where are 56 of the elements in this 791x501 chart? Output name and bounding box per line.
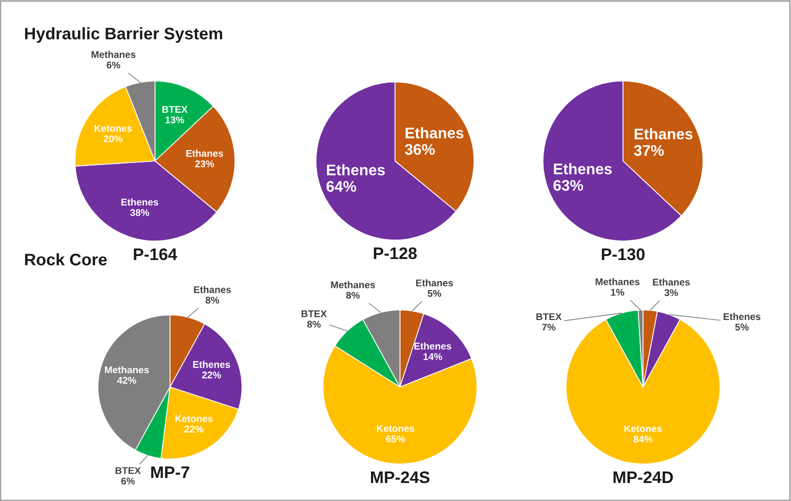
slice-label: Ethenes — [193, 360, 230, 368]
text: Rock Core — [25, 253, 107, 266]
slice-label: Methanes — [92, 50, 136, 58]
text: Hydraulic Barrier System — [25, 27, 222, 43]
data-label: 6% — [121, 478, 135, 484]
slice-label: Methanes — [331, 281, 375, 288]
slice-label: Methanes — [104, 366, 149, 374]
slice-label: BTEX — [302, 310, 327, 318]
data-label: 22% — [184, 426, 204, 433]
data-label: 6% — [106, 62, 120, 68]
data-label: 65% — [386, 435, 405, 442]
slice-label: Ethanes — [186, 150, 224, 157]
slice-label: Ketones — [175, 415, 213, 422]
slice-label: BTEX — [536, 313, 562, 320]
data-label: 37% — [634, 145, 664, 156]
text: P-164 — [134, 248, 178, 260]
slice-label: Ethenes — [554, 163, 612, 174]
data-label: 3% — [664, 289, 678, 296]
data-label: 42% — [117, 376, 136, 384]
data-label: 20% — [104, 135, 123, 142]
data-label: 5% — [428, 290, 442, 297]
text: MP-24D — [614, 471, 673, 484]
data-label: 14% — [424, 353, 442, 360]
data-label: 23% — [195, 160, 214, 168]
data-label: 5% — [735, 324, 749, 331]
slice-label: Ketones — [376, 425, 414, 432]
slice-label: BTEX — [162, 106, 188, 113]
slice-label: Ethanes — [416, 279, 453, 286]
data-label: 8% — [346, 292, 360, 299]
slice-label: Ketones — [94, 125, 132, 132]
data-label: 8% — [307, 320, 321, 328]
slice-label: Ketones — [624, 425, 662, 432]
slice-label: Ethanes — [194, 286, 231, 294]
slice-label: Ethanes — [406, 127, 464, 138]
data-label: 36% — [404, 144, 435, 155]
slice-label: Ethanes — [634, 128, 692, 140]
slice-label: Ethenes — [326, 164, 385, 176]
data-label: 22% — [202, 372, 221, 378]
data-label: 84% — [634, 436, 652, 443]
data-label: 64% — [326, 181, 356, 192]
data-label: 63% — [553, 180, 584, 191]
slice-label: Ethenes — [121, 198, 158, 206]
data-label: 13% — [166, 116, 184, 124]
text: P-128 — [374, 247, 417, 260]
slice-label: BTEX — [116, 467, 141, 474]
slice-label: Methanes — [596, 278, 640, 286]
slice-label: Ethenes — [724, 312, 760, 320]
data-label: 8% — [206, 296, 220, 304]
slice-label: Ethenes — [414, 342, 452, 350]
slice-label: Ethanes — [652, 278, 690, 286]
text: P-130 — [602, 248, 645, 260]
data-label: 7% — [542, 324, 556, 331]
data-label: 38% — [130, 209, 150, 216]
data-label: 1% — [611, 288, 624, 296]
text: MP-7 — [151, 466, 190, 478]
text: MP-24S — [371, 471, 430, 484]
